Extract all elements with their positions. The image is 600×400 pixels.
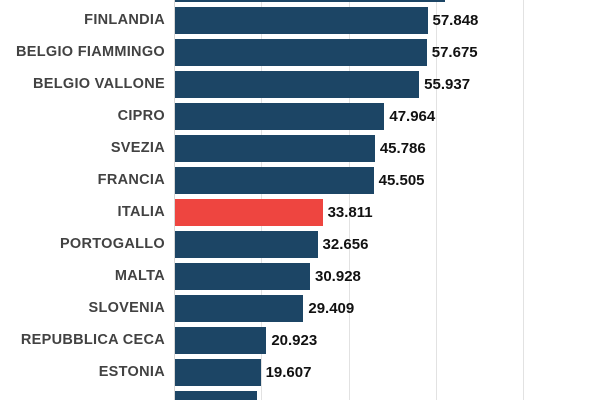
gridline (435, 0, 437, 400)
category-label: SVEZIA (110, 139, 165, 156)
value-label: 57.848 (432, 11, 479, 29)
bar[interactable] (175, 102, 385, 131)
value-label: 45.505 (378, 171, 425, 189)
value-label: 20.923 (271, 331, 318, 349)
bar[interactable] (175, 38, 427, 67)
chart-row: ITALIA 33.811 (0, 198, 600, 227)
bar[interactable] (175, 6, 428, 35)
bar-track: 47.964 (175, 102, 600, 131)
bar[interactable] (175, 358, 261, 387)
bar-track (175, 390, 600, 400)
bar[interactable] (175, 326, 267, 355)
bar[interactable] (175, 70, 420, 99)
value-label: 55.937 (424, 75, 471, 93)
chart-row: PORTOGALLO 32.656 (0, 230, 600, 259)
value-label: 57.675 (431, 43, 478, 61)
category-label (0, 391, 165, 400)
bar[interactable] (175, 262, 310, 291)
value-label: 30.928 (315, 267, 361, 285)
bar[interactable] (175, 294, 304, 323)
bar-track: 30.928 (175, 262, 600, 291)
value-label: 19.607 (265, 363, 312, 381)
bar[interactable] (175, 166, 374, 195)
chart-row: FRANCIA 45.505 (0, 166, 600, 195)
bar-track: 45.505 (175, 166, 600, 195)
chart-row: REPUBBLICA CECA 20.923 (0, 326, 600, 355)
value-label: 33.811 (327, 203, 373, 221)
gridline (348, 0, 350, 400)
bar-track: 45.786 (175, 134, 600, 163)
chart-row: SVEZIA 45.786 (0, 134, 600, 163)
bar[interactable] (175, 230, 318, 259)
category-label: BELGIO FIAMMINGO (16, 43, 165, 60)
category-label: BELGIO VALLONE (32, 75, 165, 92)
bar-track: 32.656 (175, 230, 600, 259)
value-label: 32.656 (322, 235, 369, 253)
category-label: PORTOGALLO (59, 235, 165, 252)
chart-row: ESTONIA 19.607 (0, 358, 600, 387)
chart-row (0, 0, 600, 3)
category-label (0, 0, 165, 2)
bar-track: 29.409 (175, 294, 600, 323)
bar-track: 57.675 (175, 38, 600, 67)
bar-track: 20.923 (175, 326, 600, 355)
bar-track: 19.607 (175, 358, 600, 387)
category-label: MALTA (114, 267, 165, 284)
chart-row: FINLANDIA 57.848 (0, 6, 600, 35)
chart-row (0, 390, 600, 400)
chart-row: MALTA 30.928 (0, 262, 600, 291)
chart-row: BELGIO VALLONE 55.937 (0, 70, 600, 99)
category-label: ESTONIA (98, 363, 165, 380)
bar[interactable] (175, 390, 257, 400)
chart-row: CIPRO 47.964 (0, 102, 600, 131)
category-label: FINLANDIA (84, 11, 165, 28)
value-label: 29.409 (308, 299, 355, 317)
chart-row: SLOVENIA 29.409 (0, 294, 600, 323)
category-label: REPUBBLICA CECA (20, 331, 165, 348)
bar[interactable] (175, 198, 323, 227)
bar-track (175, 0, 600, 3)
gridline (523, 0, 525, 400)
category-label: FRANCIA (97, 171, 165, 188)
value-label: 47.964 (389, 107, 436, 125)
bar-track: 33.811 (175, 198, 600, 227)
chart-row: BELGIO FIAMMINGO 57.675 (0, 38, 600, 67)
bar-track: 57.848 (175, 6, 600, 35)
y-axis-line (174, 0, 175, 400)
bar[interactable] (175, 0, 446, 3)
category-label: ITALIA (117, 203, 165, 220)
bar[interactable] (175, 134, 375, 163)
bar-track: 55.937 (175, 70, 600, 99)
value-label: 45.786 (379, 139, 426, 157)
category-label: SLOVENIA (88, 299, 165, 316)
category-label: CIPRO (117, 107, 165, 124)
